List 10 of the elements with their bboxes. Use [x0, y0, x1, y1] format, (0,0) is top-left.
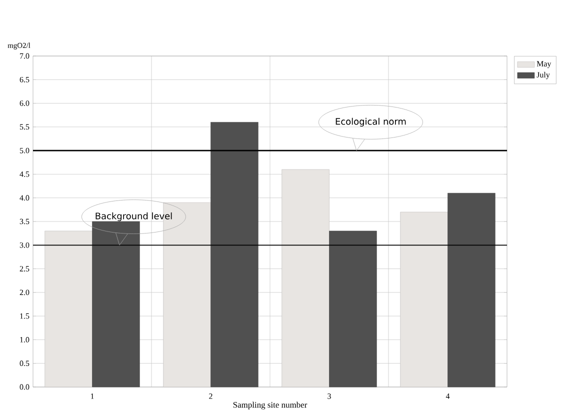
ref-line-label: Ecological norm [336, 118, 406, 127]
x-axis-title: Sampling site number [233, 402, 308, 410]
bar [92, 221, 140, 388]
bar [448, 192, 496, 388]
bar [400, 212, 448, 388]
bar [44, 230, 92, 388]
ref-line-label: Background level [96, 212, 172, 222]
bar [282, 169, 330, 388]
bar [210, 122, 258, 388]
bar [329, 230, 377, 388]
